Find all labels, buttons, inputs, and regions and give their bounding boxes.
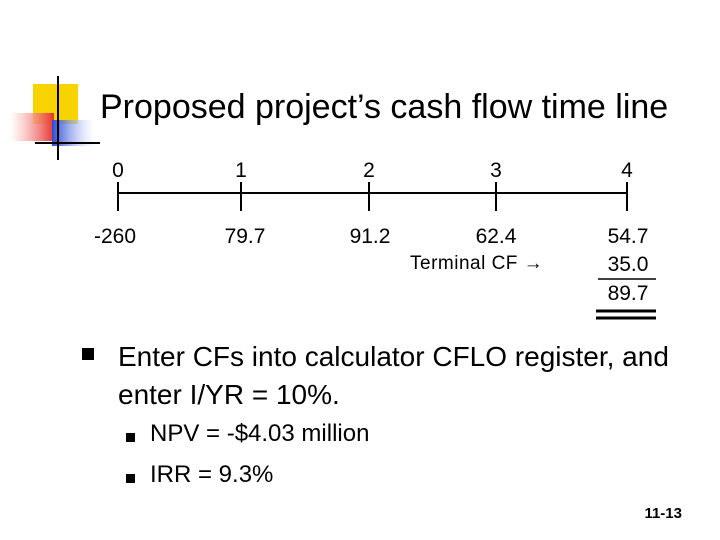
cash-flow-2: 91.2 [349,225,391,248]
irr-text: IRR = 9.3% [150,461,274,488]
terminal-cf-value: 35.0 [607,253,649,276]
npv-text: NPV = -$4.03 million [150,420,370,447]
cash-flow-4: 54.7 [607,225,649,248]
cash-flow-0: -260 [93,225,137,248]
cash-flow-1: 79.7 [224,225,266,248]
period-label-2: 2 [363,159,375,182]
sub-bullet-marker-npv [126,433,135,442]
period-label-4: 4 [621,159,633,182]
total-cf-value: 89.7 [607,282,649,305]
slide-title: Proposed project’s cash flow time line [100,88,669,126]
page-number: 11-13 [644,505,682,522]
cash-flow-timeline [117,182,656,320]
period-label-3: 3 [490,159,502,182]
bullet-main-text: Enter CFs into calculator CFLO register,… [118,341,669,410]
bullet-marker [82,348,94,360]
period-label-0: 0 [112,159,124,182]
slide-logo-graphic [10,76,100,160]
sub-bullet-marker-irr [126,474,135,483]
period-label-1: 1 [235,159,247,182]
cash-flow-3: 62.4 [475,225,517,248]
terminal-cf-label: Terminal CF → [410,253,544,274]
